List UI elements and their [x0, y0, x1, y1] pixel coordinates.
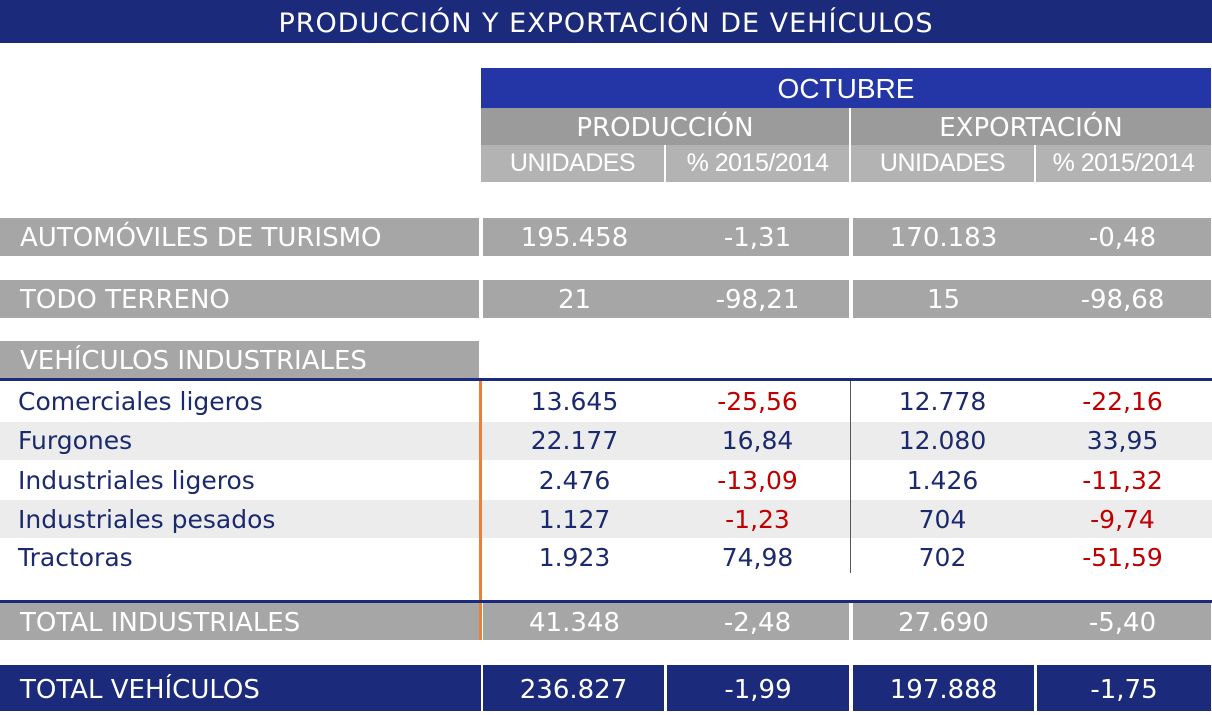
turismo-production-pct: -1,31 — [723, 223, 792, 253]
row-label-comerciales-ligeros: Comerciales ligeros — [18, 387, 263, 416]
ind-pesados-export-units: 704 — [918, 505, 967, 534]
ind-ligeros-production-pct: -13,09 — [717, 466, 798, 495]
turismo-label: AUTOMÓVILES DE TURISMO — [0, 218, 479, 256]
tractoras-production-units: 1.923 — [538, 543, 611, 572]
todo-terreno-label: TODO TERRENO — [0, 280, 479, 318]
total-industriales-export-units: 27.690 — [898, 608, 989, 638]
furgones-export-units: 12.080 — [898, 426, 987, 455]
total-vehiculos-export-units: 197.888 — [853, 665, 1034, 711]
turismo-export-block: 170.183 -0,48 — [853, 218, 1211, 256]
row-label-industriales-pesados: Industriales pesados — [18, 505, 276, 534]
todo-terreno-export-pct: -98,68 — [1080, 285, 1165, 315]
ind-pesados-production-pct: -1,23 — [725, 505, 790, 534]
total-industriales-export-pct: -5,40 — [1088, 608, 1157, 638]
ind-pesados-production-units: 1.127 — [538, 505, 611, 534]
todo-terreno-production-units: 21 — [557, 285, 592, 315]
tractoras-export-units: 702 — [918, 543, 967, 572]
accent-vertical-line — [479, 381, 482, 640]
todo-terreno-export-block: 15 -98,68 — [853, 280, 1211, 318]
todo-terreno-production-pct: -98,21 — [715, 285, 800, 315]
row-label-furgones: Furgones — [18, 426, 133, 455]
turismo-export-pct: -0,48 — [1088, 223, 1157, 253]
total-industriales-production-block: 41.348 -2,48 — [483, 603, 849, 640]
furgones-production-units: 22.177 — [530, 426, 619, 455]
total-industriales-production-pct: -2,48 — [723, 608, 792, 638]
total-vehiculos-export-pct: -1,75 — [1037, 665, 1211, 711]
subheader-production-pct: % 2015/2014 — [666, 145, 849, 182]
furgones-production-pct: 16,84 — [721, 426, 794, 455]
turismo-production-block: 195.458 -1,31 — [483, 218, 849, 256]
row-band — [0, 422, 1212, 460]
row-band — [0, 500, 1212, 538]
furgones-export-pct: 33,95 — [1086, 426, 1159, 455]
ind-pesados-export-pct: -9,74 — [1090, 505, 1155, 534]
ind-ligeros-production-units: 2.476 — [538, 466, 611, 495]
total-industriales-production-units: 41.348 — [529, 608, 620, 638]
industriales-section-label: VEHÍCULOS INDUSTRIALES — [0, 341, 479, 379]
todo-terreno-export-units: 15 — [926, 285, 961, 315]
total-vehiculos-production-pct: -1,99 — [667, 665, 849, 711]
section-divider — [0, 378, 1212, 381]
total-industriales-label: TOTAL INDUSTRIALES — [0, 603, 479, 640]
row-label-tractoras: Tractoras — [18, 543, 133, 572]
row-label-industriales-ligeros: Industriales ligeros — [18, 466, 255, 495]
production-header: PRODUCCIÓN — [481, 108, 849, 145]
comerciales-production-pct: -25,56 — [717, 387, 798, 416]
total-divider — [0, 600, 1212, 603]
subheader-production-units: UNIDADES — [481, 145, 664, 182]
export-header: EXPORTACIÓN — [851, 108, 1211, 145]
month-header: OCTUBRE — [481, 68, 1211, 108]
subheader-export-units: UNIDADES — [851, 145, 1034, 182]
turismo-export-units: 170.183 — [889, 223, 998, 253]
subheader-export-pct: % 2015/2014 — [1036, 145, 1211, 182]
total-industriales-export-block: 27.690 -5,40 — [853, 603, 1211, 640]
comerciales-production-units: 13.645 — [530, 387, 619, 416]
total-vehiculos-production-units: 236.827 — [483, 665, 664, 711]
todo-terreno-production-block: 21 -98,21 — [483, 280, 849, 318]
column-divider-line — [850, 381, 851, 573]
ind-ligeros-export-pct: -11,32 — [1082, 466, 1163, 495]
tractoras-export-pct: -51,59 — [1082, 543, 1163, 572]
turismo-production-units: 195.458 — [520, 223, 629, 253]
comerciales-export-units: 12.778 — [898, 387, 987, 416]
tractoras-production-pct: 74,98 — [721, 543, 794, 572]
ind-ligeros-export-units: 1.426 — [906, 466, 979, 495]
total-vehiculos-label: TOTAL VEHÍCULOS — [0, 665, 481, 711]
page-title: PRODUCCIÓN Y EXPORTACIÓN DE VEHÍCULOS — [0, 0, 1212, 43]
comerciales-export-pct: -22,16 — [1082, 387, 1163, 416]
